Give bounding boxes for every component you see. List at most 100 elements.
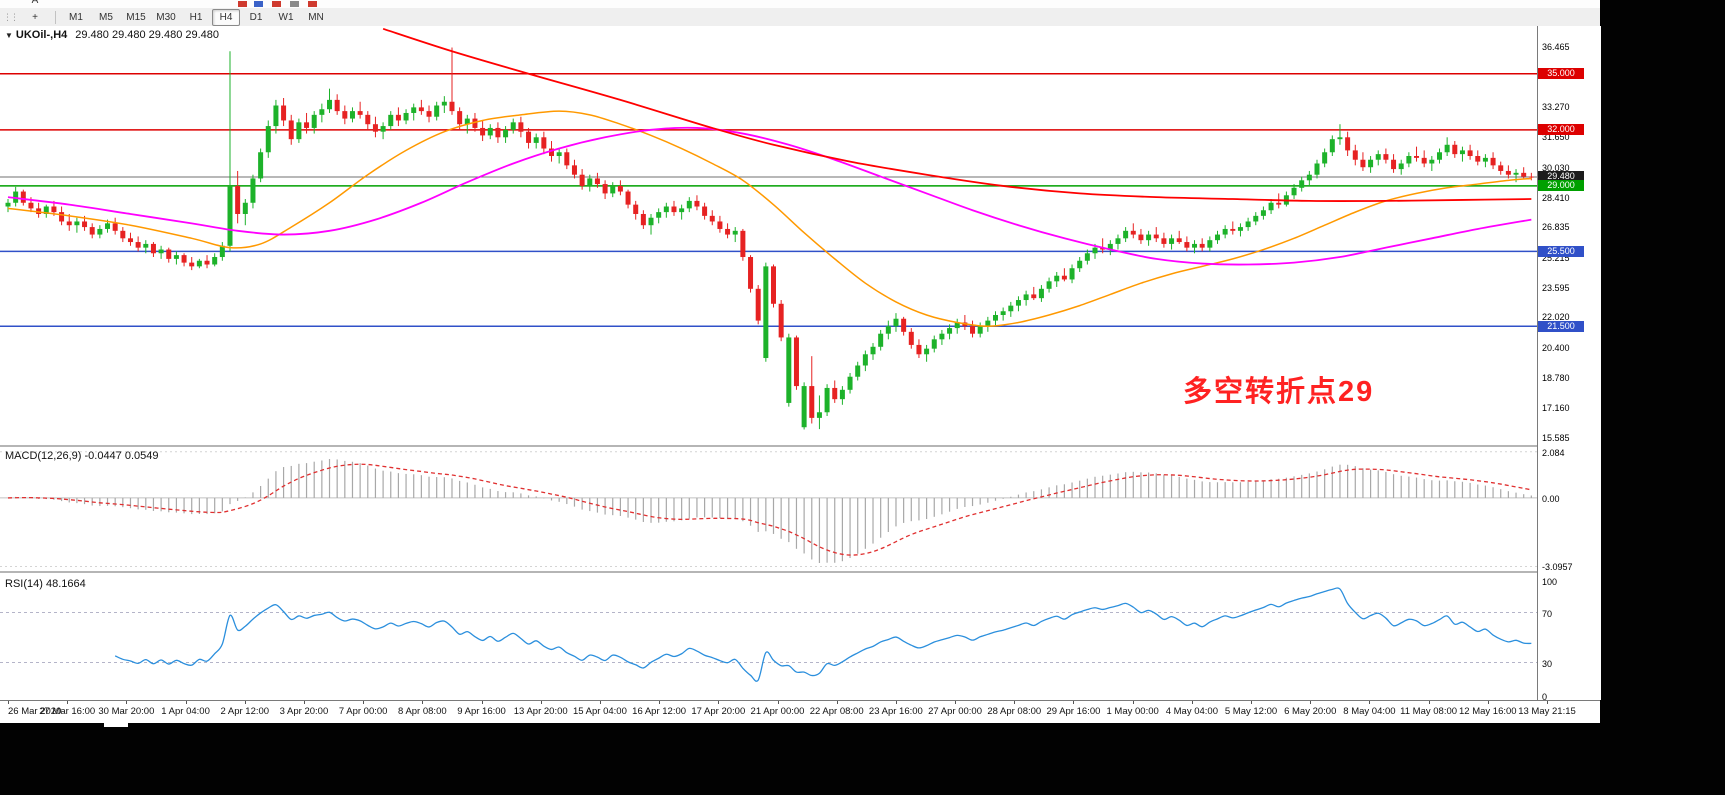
candles-layer: [5, 47, 1534, 430]
symbol-dropdown-icon[interactable]: ▼: [5, 31, 13, 40]
macd-signal-line: [7, 463, 1532, 556]
price-tick-label: 25.215: [1542, 252, 1570, 263]
main-price-chart[interactable]: [0, 26, 1537, 445]
macd-indicator-label: MACD(12,26,9) -0.0447 0.0549: [5, 450, 159, 462]
desktop-void-right: [1600, 0, 1725, 795]
time-label: 12 May 16:00: [1459, 706, 1517, 717]
horizontal-lines-layer: [0, 72, 1537, 327]
timeframe-button-M5[interactable]: M5: [99, 11, 113, 23]
toolbar-drag-handle-icon[interactable]: ⋮⋮: [3, 11, 19, 22]
time-axis[interactable]: 26 Mar 2020 27 Mar 16:00 30 Mar 20:00 1 Apr…: [0, 700, 1600, 724]
toolbar-fragment-icon: [254, 1, 263, 7]
rsi-panel[interactable]: [0, 575, 1537, 700]
timeframe-button-D1[interactable]: D1: [249, 11, 263, 23]
time-label: 26 Mar 2020: [8, 706, 62, 717]
time-label: 23 Apr 16:00: [868, 706, 923, 717]
macd-axis-label: -3.0957: [1542, 562, 1573, 573]
time-label: 6 May 20:00: [1284, 706, 1337, 717]
time-tick: [718, 701, 720, 704]
time-label: 8 May 04:00: [1343, 706, 1396, 717]
timeframe-button-M15[interactable]: M15: [126, 11, 146, 23]
titlebar-remnant: [0, 0, 1600, 8]
price-axis[interactable]: 36.465 33.270 31.650 30.030 28.410 26.835 25.2…: [1537, 26, 1601, 702]
time-label: 27 Apr 00:00: [928, 706, 983, 717]
time-tick: [1191, 701, 1193, 704]
time-tick: [1251, 701, 1253, 704]
macd-axis-label: 2.084: [1542, 447, 1565, 458]
time-tick: [244, 701, 246, 704]
rsi-axis-label: 30: [1542, 658, 1553, 669]
time-label: 22 Apr 08:00: [809, 706, 864, 717]
timeframe-button-H1[interactable]: H1: [189, 11, 203, 23]
time-tick: [955, 701, 957, 704]
crosshair-button[interactable]: +: [32, 11, 38, 23]
price-tick-label: 33.270: [1542, 102, 1570, 113]
timeframe-button-W1[interactable]: W1: [278, 11, 294, 23]
chart-symbol-label: UKOil-,H4: [15, 29, 68, 41]
time-label: 13 May 21:15: [1518, 706, 1576, 717]
annotate-text-button[interactable]: A: [31, 0, 39, 6]
rsi-axis-label: 100: [1542, 577, 1558, 587]
macd-panel[interactable]: [0, 447, 1537, 571]
toolbar-fragment-icon: [290, 1, 299, 7]
chart-ohlc-values: 29.480 29.480 29.480 29.480: [75, 29, 220, 41]
time-label: 30 Mar 20:00: [98, 706, 155, 717]
panel-splitter[interactable]: [0, 445, 1600, 447]
time-tick: [659, 701, 661, 704]
timeframe-button-M30[interactable]: M30: [156, 11, 176, 23]
ma-fast-orange-line: [7, 110, 1532, 327]
chart-title: ▼ UKOil-,H4 29.480 29.480 29.480 29.480: [5, 29, 219, 41]
toolbar-fragment-icon: [272, 1, 281, 7]
time-label: 2 Apr 12:00: [220, 706, 270, 717]
time-label: 15 Apr 04:00: [572, 706, 627, 717]
timeframe-button-MN[interactable]: MN: [308, 11, 324, 23]
time-tick: [126, 701, 128, 704]
macd-axis-label: 0.00: [1542, 493, 1560, 504]
time-tick: [1310, 701, 1312, 704]
price-badge-21.500: 21.500: [1538, 320, 1584, 332]
price-badge-32.000: 32.000: [1538, 124, 1584, 136]
time-label: 17 Apr 20:00: [691, 706, 746, 717]
window-fragment: [104, 723, 128, 727]
timeframe-button-H4[interactable]: H4: [212, 8, 240, 26]
price-tick-label: 17.160: [1542, 403, 1570, 414]
macd-values: -0.0447 0.0549: [84, 450, 159, 462]
time-label: 28 Apr 08:00: [987, 706, 1042, 717]
price-tick-label: 31.650: [1542, 132, 1570, 143]
time-label: 7 Apr 00:00: [338, 706, 388, 717]
time-tick: [895, 701, 897, 704]
price-tick-label: 22.020: [1542, 312, 1570, 323]
timeframe-button-M1[interactable]: M1: [69, 11, 83, 23]
ma-slow-red-line: [382, 27, 1532, 202]
time-tick: [1547, 701, 1548, 704]
time-tick: [1073, 701, 1075, 704]
chart-annotation[interactable]: 多空转折点29: [1183, 376, 1375, 408]
time-tick: [1132, 701, 1134, 704]
rsi-line: [114, 587, 1532, 682]
time-label: 9 Apr 16:00: [457, 706, 506, 717]
price-tick-label: 15.585: [1542, 432, 1570, 443]
time-tick: [1369, 701, 1371, 704]
toolbar-separator: [55, 10, 56, 24]
time-label: 11 May 08:00: [1400, 706, 1458, 717]
time-tick: [599, 701, 601, 704]
price-tick-label: 20.400: [1542, 342, 1570, 353]
time-tick: [67, 701, 69, 704]
time-label: 3 Apr 20:00: [279, 706, 329, 717]
price-badge-35.000: 35.000: [1538, 68, 1584, 80]
price-tick-label: 30.030: [1542, 162, 1570, 173]
time-tick: [481, 701, 483, 704]
time-tick: [1428, 701, 1430, 704]
time-label: 8 Apr 08:00: [398, 706, 447, 717]
price-tick-label: 18.780: [1542, 373, 1570, 384]
time-tick: [363, 701, 365, 704]
time-tick: [422, 701, 424, 704]
price-tick-label: 36.465: [1542, 42, 1570, 53]
time-label: 1 May 00:00: [1106, 706, 1159, 717]
rsi-value: 48.1664: [45, 578, 86, 590]
time-label: 13 Apr 20:00: [513, 706, 568, 717]
time-tick: [1014, 701, 1016, 704]
panel-splitter[interactable]: [0, 571, 1600, 573]
